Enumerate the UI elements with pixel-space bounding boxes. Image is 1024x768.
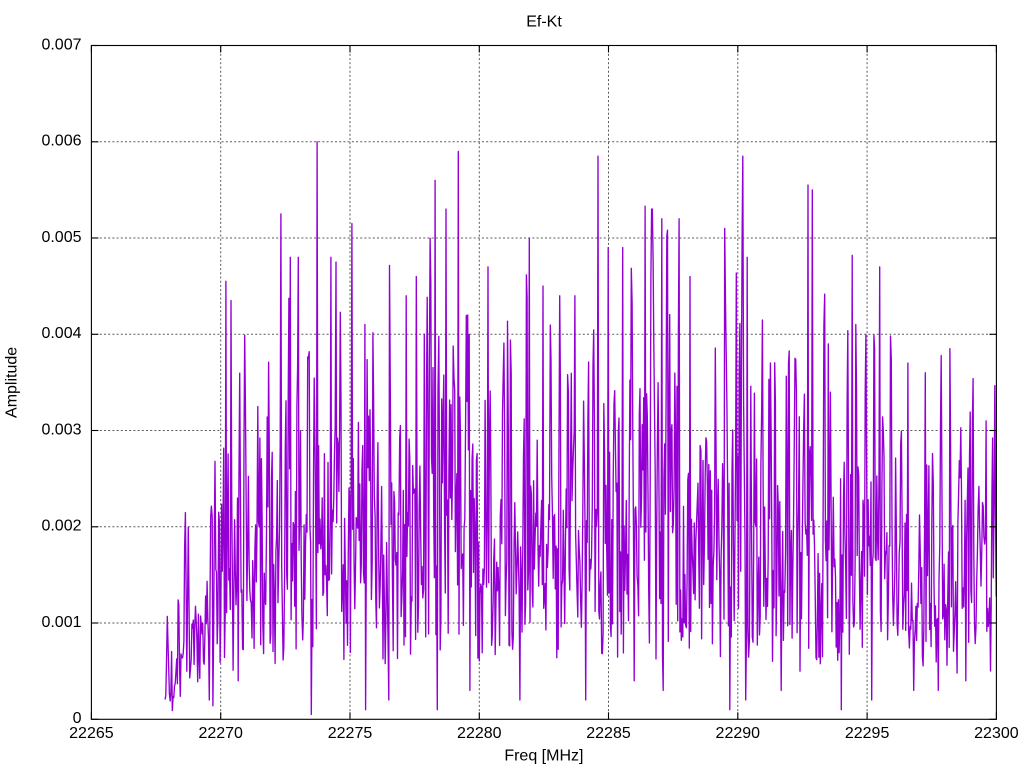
svg-text:0.003: 0.003	[41, 421, 81, 438]
svg-text:22285: 22285	[586, 725, 631, 742]
svg-text:22270: 22270	[198, 725, 243, 742]
svg-text:22290: 22290	[716, 725, 761, 742]
svg-text:Ef-Kt: Ef-Kt	[526, 13, 562, 30]
svg-text:22280: 22280	[457, 725, 502, 742]
svg-text:0.004: 0.004	[41, 325, 81, 342]
svg-text:Amplitude: Amplitude	[4, 347, 21, 418]
svg-text:0: 0	[73, 710, 82, 727]
svg-text:0.006: 0.006	[41, 133, 81, 150]
svg-text:Freq [MHz]: Freq [MHz]	[504, 747, 583, 764]
svg-text:0.007: 0.007	[41, 36, 81, 53]
svg-text:22300: 22300	[974, 725, 1019, 742]
svg-text:22295: 22295	[845, 725, 890, 742]
svg-text:0.002: 0.002	[41, 518, 81, 535]
svg-text:0.005: 0.005	[41, 229, 81, 246]
svg-text:0.001: 0.001	[41, 614, 81, 631]
svg-text:22265: 22265	[69, 725, 114, 742]
svg-text:22275: 22275	[328, 725, 373, 742]
